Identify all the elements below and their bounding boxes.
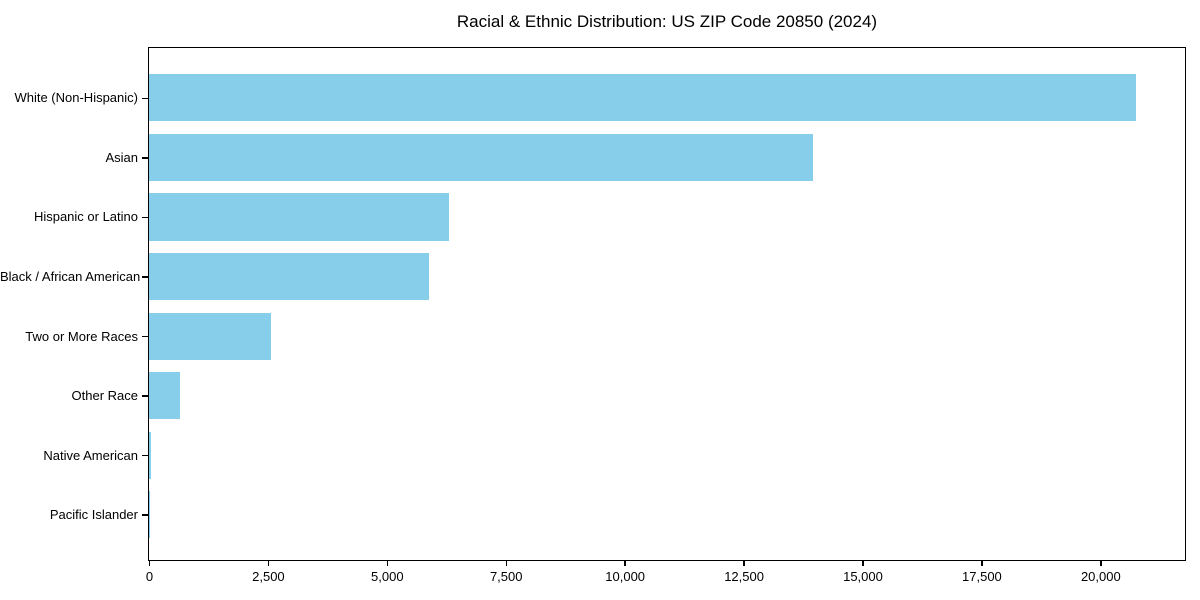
- y-tick-black-african-american: [142, 276, 148, 278]
- x-tick-label-10000: 10,000: [605, 569, 646, 584]
- y-tick-two-or-more-races: [142, 335, 148, 338]
- y-axis-label-white-non-hispanic: White (Non-Hispanic): [14, 90, 138, 106]
- x-tick-12500: [743, 560, 745, 566]
- x-tick-label-20000: 20,000: [1080, 569, 1121, 584]
- x-tick-2500: [267, 560, 270, 566]
- x-tick-label-7500: 7,500: [489, 569, 523, 584]
- y-axis-label-pacific-islander: Pacific Islander: [49, 507, 138, 523]
- y-axis-label-hispanic-or-latino: Hispanic or Latino: [33, 209, 138, 225]
- y-axis-label-native-american: Native American: [43, 447, 138, 463]
- bar-other-race: [149, 372, 180, 420]
- y-tick-hispanic-or-latino: [142, 216, 148, 219]
- bar-white-non-hispanic: [149, 74, 1136, 122]
- y-tick-pacific-islander: [142, 514, 148, 516]
- bar-asian: [149, 133, 814, 181]
- x-tick-17500: [981, 560, 983, 566]
- x-tick-15000: [862, 560, 864, 566]
- y-axis-label-black-african-american: Black / African American: [0, 269, 141, 285]
- y-axis-label-asian: Asian: [105, 149, 138, 165]
- x-tick-label-2500: 2,500: [252, 569, 285, 584]
- y-tick-white-non-hispanic: [142, 97, 148, 100]
- bar-black-african-american: [149, 253, 429, 301]
- x-tick-label-12500: 12,500: [724, 569, 764, 584]
- x-tick-5000: [386, 560, 389, 566]
- bar-two-or-more-races: [149, 312, 271, 360]
- x-tick-7500: [505, 560, 507, 566]
- y-axis-label-two-or-more-races: Two or More Races: [25, 328, 138, 344]
- x-tick-label-5000: 5,000: [371, 569, 404, 584]
- x-tick-10000: [624, 560, 626, 566]
- x-tick-label-15000: 15,000: [843, 569, 883, 584]
- bar-hispanic-or-latino: [149, 193, 449, 241]
- bar-native-american: [149, 431, 152, 479]
- x-tick-20000: [1100, 560, 1102, 566]
- x-tick-label-17500: 17,500: [962, 569, 1002, 584]
- chart-title: Racial & Ethnic Distribution: US ZIP Cod…: [456, 12, 878, 31]
- y-tick-other-race: [142, 395, 148, 397]
- x-tick-label-0: 0: [145, 569, 154, 584]
- y-axis-label-other-race: Other Race: [71, 388, 138, 404]
- y-tick-native-american: [142, 454, 148, 457]
- x-tick-0: [148, 560, 151, 566]
- y-tick-asian: [142, 157, 148, 159]
- plot-area: [148, 47, 1186, 561]
